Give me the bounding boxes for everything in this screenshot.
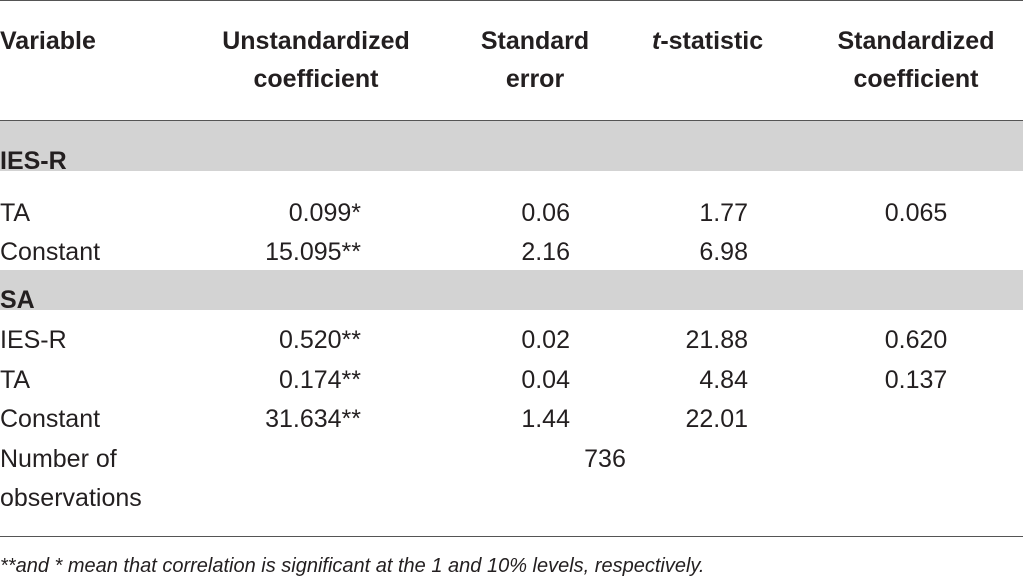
header-standard-error-line1: Standard xyxy=(480,27,590,55)
header-rule xyxy=(0,120,1023,121)
header-standardized-line2: coefficient xyxy=(853,65,979,93)
bottom-rule xyxy=(0,536,1023,537)
cell-t-statistic: 4.84 xyxy=(699,366,748,394)
footnote: **and * mean that correlation is signifi… xyxy=(0,555,705,577)
section-title-ies-r: IES-R xyxy=(0,147,67,175)
section-title-sa: SA xyxy=(0,286,35,314)
observations-label-line2: observations xyxy=(0,484,142,512)
cell-t-statistic: 22.01 xyxy=(685,405,748,433)
header-unstandardized-line2: coefficient xyxy=(253,65,379,93)
observations-value: 736 xyxy=(584,445,626,473)
header-t-italic: t xyxy=(652,27,661,55)
cell-t-statistic: 21.88 xyxy=(685,326,748,354)
header-unstandardized-line1: Unstandardized xyxy=(222,27,410,55)
cell-unstandardized: 15.095** xyxy=(265,238,361,266)
cell-unstandardized: 0.099* xyxy=(288,199,361,227)
cell-standard-error: 1.44 xyxy=(521,405,570,433)
header-standard-error-line2: error xyxy=(505,65,565,93)
header-t-rest: -statistic xyxy=(660,27,764,55)
cell-unstandardized: 0.520** xyxy=(278,326,361,354)
top-rule xyxy=(0,0,1023,1)
cell-t-statistic: 1.77 xyxy=(699,199,748,227)
section-band-sa xyxy=(0,270,1023,310)
cell-t-statistic: 6.98 xyxy=(699,238,748,266)
observations-label-line1: Number of xyxy=(0,445,117,473)
cell-standard-error: 0.04 xyxy=(521,366,570,394)
header-t-statistic: t-statistic xyxy=(652,22,763,60)
cell-standardized: 0.137 xyxy=(884,366,948,394)
cell-standardized: 0.065 xyxy=(884,199,948,227)
section-band-ies-r xyxy=(0,121,1023,171)
cell-standardized: 0.620 xyxy=(884,326,948,354)
cell-variable: IES-R xyxy=(0,326,67,354)
cell-variable: TA xyxy=(0,366,31,394)
cell-standard-error: 2.16 xyxy=(521,238,570,266)
cell-variable: Constant xyxy=(0,238,101,266)
header-variable: Variable xyxy=(0,27,96,55)
cell-variable: TA xyxy=(0,199,31,227)
cell-unstandardized: 0.174** xyxy=(278,366,361,394)
cell-variable: Constant xyxy=(0,405,101,433)
header-standardized-line1: Standardized xyxy=(837,27,995,55)
cell-standard-error: 0.02 xyxy=(521,326,570,354)
cell-unstandardized: 31.634** xyxy=(265,405,361,433)
cell-standard-error: 0.06 xyxy=(521,199,570,227)
